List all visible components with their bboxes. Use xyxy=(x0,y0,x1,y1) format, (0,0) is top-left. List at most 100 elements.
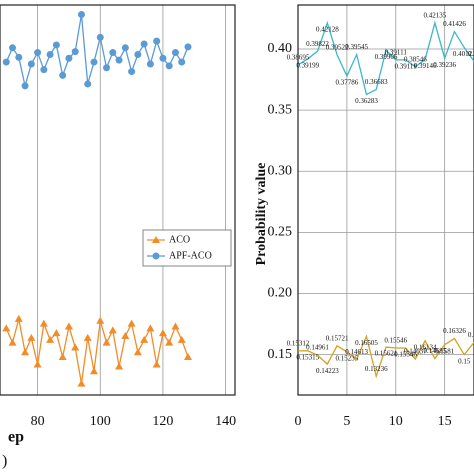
point xyxy=(115,362,124,370)
point xyxy=(27,333,36,341)
point xyxy=(2,324,11,332)
legend-label: ACO xyxy=(169,234,190,245)
point xyxy=(140,335,149,343)
point xyxy=(121,332,130,340)
data-label: 0.16134 xyxy=(414,343,437,351)
y-tick-label: 0.20 xyxy=(268,286,293,301)
data-label: 0.38546 xyxy=(404,55,427,63)
plot-frame xyxy=(0,4,236,396)
x-tick-label: 80 xyxy=(31,414,45,429)
data-label: 0.16505 xyxy=(355,339,378,347)
point xyxy=(71,343,80,351)
point xyxy=(146,324,155,332)
point xyxy=(33,360,42,368)
point xyxy=(58,352,67,360)
point xyxy=(21,348,30,356)
point xyxy=(153,37,161,45)
point xyxy=(64,322,73,330)
data-label: 0.38695 xyxy=(287,54,310,62)
point xyxy=(96,33,104,41)
y-tick-label: 0.35 xyxy=(268,102,293,117)
point xyxy=(71,48,79,56)
point xyxy=(59,71,67,79)
x-tick-label: 100 xyxy=(90,414,111,429)
point xyxy=(40,66,48,74)
data-label: 0.15235 xyxy=(336,354,359,362)
series-line xyxy=(5,318,189,384)
point xyxy=(152,360,161,368)
data-label: 0.36683 xyxy=(365,78,388,86)
data-label: 0.39 xyxy=(468,50,474,58)
point xyxy=(14,314,23,322)
x-tick-label: 0 xyxy=(295,414,302,429)
point xyxy=(109,49,117,57)
data-label: 0.14637 xyxy=(404,348,427,356)
data-label: 0.15621 xyxy=(375,350,398,358)
point xyxy=(9,44,17,52)
data-label: 0.16 xyxy=(468,331,474,339)
point xyxy=(46,50,54,58)
legend-marker xyxy=(152,252,160,260)
point xyxy=(184,352,192,360)
legend-marker xyxy=(152,236,160,243)
series-line xyxy=(297,334,474,379)
point xyxy=(102,338,111,346)
data-label: 0.39199 xyxy=(296,61,319,69)
point xyxy=(158,329,167,337)
data-label: 0.15721 xyxy=(326,334,349,342)
y-tick-label: 0.15 xyxy=(268,347,293,362)
point xyxy=(65,54,73,62)
data-label: 0.39545 xyxy=(345,43,368,51)
point xyxy=(103,64,111,72)
point xyxy=(84,80,92,88)
point xyxy=(128,68,136,76)
x-tick-label: 15 xyxy=(438,414,452,429)
point xyxy=(90,58,98,66)
point xyxy=(21,82,29,90)
data-label: 0.39906 xyxy=(375,53,398,61)
data-label: 0.39146 xyxy=(414,62,437,70)
series-line xyxy=(5,14,189,87)
point xyxy=(171,49,179,57)
x-tick-label: 5 xyxy=(343,414,350,429)
data-label: 0.39822 xyxy=(306,40,329,48)
data-label: 0.16326 xyxy=(443,327,466,335)
data-label: 0.39522 xyxy=(326,43,349,51)
point xyxy=(77,11,85,19)
point xyxy=(140,40,148,48)
data-label: 0.15546 xyxy=(384,337,407,345)
data-label: 0.14613 xyxy=(345,348,368,356)
data-label: 0.15315 xyxy=(296,353,319,361)
point xyxy=(127,319,136,327)
data-label: 0.39111 xyxy=(394,62,417,70)
point xyxy=(165,62,173,70)
plot-frame xyxy=(297,4,474,396)
point xyxy=(159,54,167,62)
point xyxy=(165,338,174,346)
data-label: 0.15546 xyxy=(394,351,417,359)
x-axis-label: ep xyxy=(8,429,24,446)
point xyxy=(77,379,86,387)
x-tick-label: 10 xyxy=(389,414,403,429)
point xyxy=(83,333,92,341)
data-label: 0.37786 xyxy=(336,79,359,87)
point xyxy=(34,49,42,57)
y-tick-label: 0.25 xyxy=(268,225,293,240)
point xyxy=(39,319,48,327)
point xyxy=(134,50,142,58)
point xyxy=(178,58,186,66)
point xyxy=(8,338,17,346)
point xyxy=(146,60,154,68)
data-label: 0.1581 xyxy=(435,347,455,355)
data-label: 0.39111 xyxy=(385,48,408,56)
legend-label: APF-ACO xyxy=(169,250,212,261)
series-line xyxy=(297,20,474,96)
point xyxy=(96,316,105,324)
data-label: 0.13236 xyxy=(365,365,388,373)
data-label: 0.42128 xyxy=(316,26,339,34)
data-label: 0.40121 xyxy=(453,50,474,58)
y-axis-label: Probability value xyxy=(254,163,269,266)
point xyxy=(171,322,180,330)
point xyxy=(52,41,60,49)
